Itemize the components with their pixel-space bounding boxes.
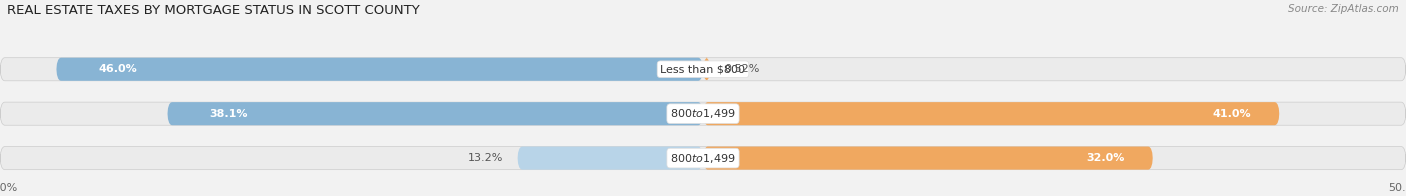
Text: 32.0%: 32.0% [1087, 153, 1125, 163]
Text: $800 to $1,499: $800 to $1,499 [671, 152, 735, 165]
FancyBboxPatch shape [517, 147, 703, 170]
Text: REAL ESTATE TAXES BY MORTGAGE STATUS IN SCOTT COUNTY: REAL ESTATE TAXES BY MORTGAGE STATUS IN … [7, 4, 420, 17]
FancyBboxPatch shape [56, 58, 703, 81]
Text: 41.0%: 41.0% [1213, 109, 1251, 119]
Text: 13.2%: 13.2% [468, 153, 503, 163]
FancyBboxPatch shape [703, 58, 710, 81]
FancyBboxPatch shape [167, 102, 703, 125]
FancyBboxPatch shape [0, 102, 1406, 125]
Text: $800 to $1,499: $800 to $1,499 [671, 107, 735, 120]
Text: 46.0%: 46.0% [98, 64, 138, 74]
FancyBboxPatch shape [0, 147, 1406, 170]
Text: Less than $800: Less than $800 [661, 64, 745, 74]
FancyBboxPatch shape [703, 102, 1279, 125]
Text: 0.52%: 0.52% [724, 64, 759, 74]
FancyBboxPatch shape [703, 147, 1153, 170]
Text: 38.1%: 38.1% [209, 109, 247, 119]
FancyBboxPatch shape [0, 58, 1406, 81]
Text: Source: ZipAtlas.com: Source: ZipAtlas.com [1288, 4, 1399, 14]
